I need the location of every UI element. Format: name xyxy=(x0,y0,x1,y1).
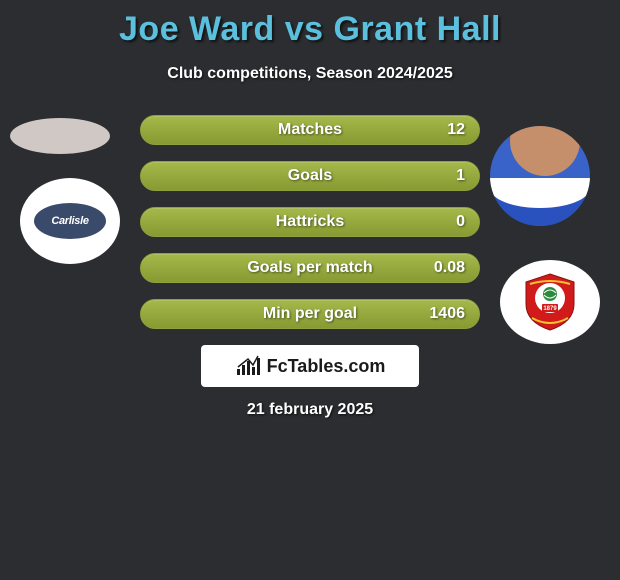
stats-list: Matches 12 Goals 1 Hattricks 0 Goals per match… xyxy=(140,115,480,329)
stat-row: Hattricks 0 xyxy=(140,207,480,237)
club-badge-right-year: 1879 xyxy=(543,306,557,312)
brand-badge: FcTables.com xyxy=(201,345,419,387)
club-badge-left: Carlisle xyxy=(20,178,120,264)
stat-row: Goals 1 xyxy=(140,161,480,191)
stat-value-right: 1406 xyxy=(429,300,465,328)
stat-label: Goals per match xyxy=(247,259,372,277)
club-badge-left-label: Carlisle xyxy=(34,203,106,239)
stat-label: Matches xyxy=(278,121,342,139)
page-subtitle: Club competitions, Season 2024/2025 xyxy=(0,65,620,83)
bar-chart-icon xyxy=(235,355,263,377)
stat-label: Hattricks xyxy=(276,213,344,231)
player-avatar-left xyxy=(10,118,110,154)
page-title: Joe Ward vs Grant Hall xyxy=(0,0,620,49)
stat-value-right: 1 xyxy=(456,162,465,190)
stat-row: Matches 12 xyxy=(140,115,480,145)
brand-text: FcTables.com xyxy=(267,356,386,377)
shield-icon: 1879 xyxy=(518,270,582,334)
date-label: 21 february 2025 xyxy=(0,401,620,419)
stat-row: Min per goal 1406 xyxy=(140,299,480,329)
stat-value-right: 0 xyxy=(456,208,465,236)
player-avatar-right xyxy=(490,126,590,226)
stat-value-right: 12 xyxy=(447,116,465,144)
stat-value-right: 0.08 xyxy=(434,254,465,282)
stat-label: Goals xyxy=(288,167,332,185)
stat-row: Goals per match 0.08 xyxy=(140,253,480,283)
stat-label: Min per goal xyxy=(263,305,357,323)
club-badge-right: 1879 xyxy=(500,260,600,344)
